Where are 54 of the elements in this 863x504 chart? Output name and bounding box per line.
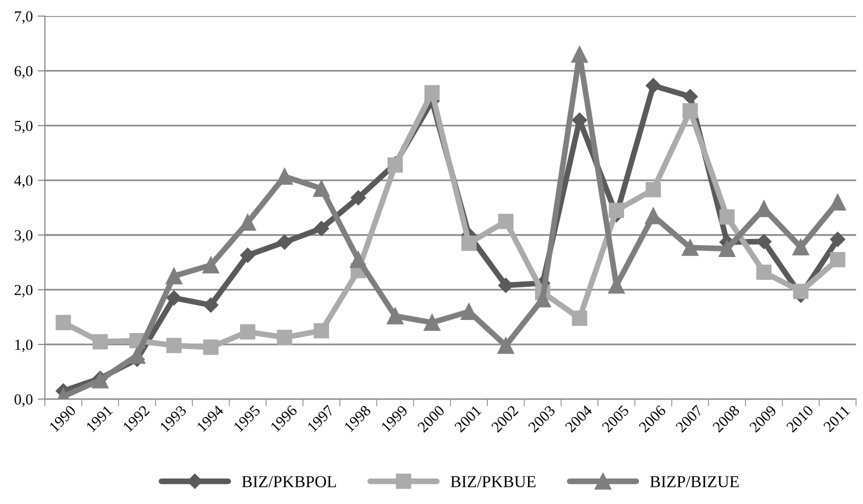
point [830, 232, 846, 247]
y-tick-label: 3,0 [14, 230, 32, 243]
point [166, 338, 182, 354]
point [829, 194, 846, 211]
legend-label: BIZ/PKBPOL [242, 476, 336, 488]
point [792, 238, 810, 256]
point [203, 297, 218, 313]
point [166, 268, 182, 284]
y-tick-label: 4,0 [14, 175, 32, 188]
point [646, 78, 661, 94]
point [386, 308, 404, 324]
point [572, 310, 588, 326]
point [314, 323, 330, 338]
point [498, 214, 514, 229]
point [756, 264, 772, 280]
legend-label: BIZP/BIZUE [650, 476, 739, 488]
point [128, 347, 146, 364]
point [240, 248, 256, 263]
point [240, 324, 256, 340]
point [166, 290, 182, 306]
point [608, 202, 624, 218]
point [56, 314, 71, 330]
point [350, 251, 367, 268]
point [682, 239, 698, 256]
point [350, 190, 366, 206]
point [239, 214, 256, 231]
point [313, 180, 330, 197]
point [571, 46, 588, 63]
point [276, 330, 292, 345]
y-tick-label: 0,0 [14, 394, 32, 407]
point [314, 220, 329, 236]
point [461, 236, 477, 251]
y-tick-label: 5,0 [14, 120, 32, 134]
point [719, 209, 735, 225]
point [498, 278, 514, 293]
point [830, 252, 846, 268]
point [424, 85, 440, 100]
legend-label: BIZ/PKBUE [450, 476, 536, 488]
point [682, 103, 698, 118]
point [646, 182, 661, 198]
x-tick-label: 1991 [86, 405, 114, 432]
y-tick-label: 1,0 [15, 340, 32, 352]
point [424, 314, 440, 331]
y-tick-label: 7,0 [14, 11, 32, 24]
point [497, 337, 514, 354]
point [203, 340, 218, 355]
point [793, 284, 808, 300]
point [202, 256, 220, 274]
point [718, 240, 736, 258]
y-tick-label: 6,0 [14, 66, 32, 78]
point [682, 88, 698, 104]
y-tick-label: 2,0 [14, 284, 32, 298]
point [276, 234, 292, 250]
point [92, 334, 108, 350]
